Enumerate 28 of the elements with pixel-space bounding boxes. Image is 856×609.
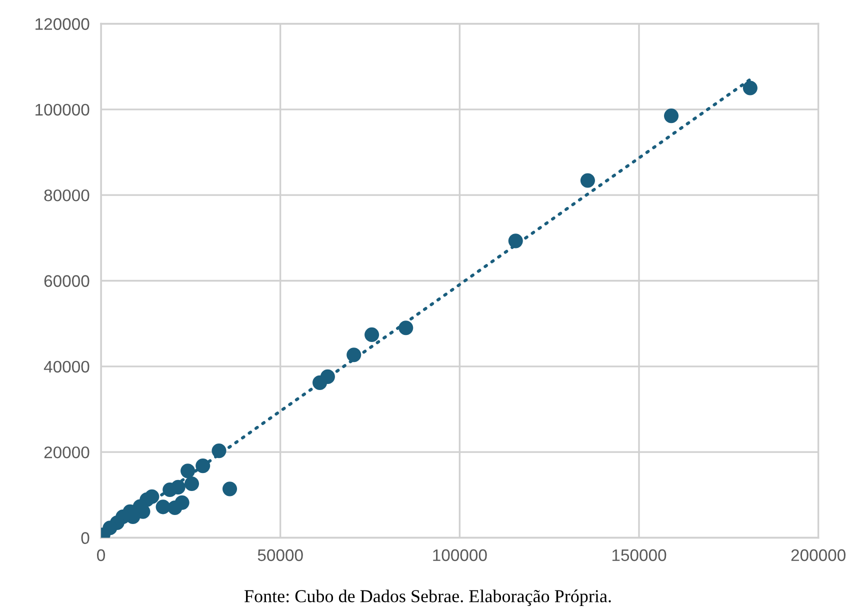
point bbox=[742, 80, 758, 96]
y-tick-label: 0 bbox=[81, 532, 90, 544]
point bbox=[212, 444, 226, 458]
point bbox=[346, 348, 362, 362]
y-tick-label: 100000 bbox=[36, 104, 90, 116]
x-tick-label: 0 bbox=[97, 549, 105, 562]
y-tick-label: 20000 bbox=[44, 446, 90, 458]
point bbox=[508, 234, 523, 248]
point bbox=[312, 375, 328, 390]
point bbox=[664, 108, 679, 124]
point bbox=[222, 482, 238, 496]
point bbox=[398, 320, 414, 336]
point bbox=[580, 173, 595, 188]
x-tick-label: 150000 bbox=[612, 549, 666, 562]
point bbox=[184, 476, 200, 492]
point bbox=[364, 327, 380, 342]
point bbox=[180, 464, 196, 478]
x-tick-label: 200000 bbox=[791, 549, 846, 562]
x-tick-label: 100000 bbox=[433, 549, 487, 562]
y-tick-label: 120000 bbox=[36, 18, 90, 30]
y-tick-label: 40000 bbox=[44, 360, 90, 373]
point bbox=[156, 500, 170, 514]
x-tick-label: 50000 bbox=[258, 549, 303, 562]
point bbox=[196, 458, 210, 474]
y-tick-label: 60000 bbox=[44, 275, 90, 287]
point bbox=[162, 482, 178, 498]
source-note: Fonte: Cubo de Dados Sebrae. Elaboração Própria. bbox=[244, 590, 611, 606]
y-tick-label: 80000 bbox=[44, 189, 90, 202]
